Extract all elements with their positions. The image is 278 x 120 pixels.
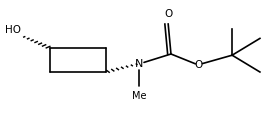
Text: O: O [164, 9, 172, 19]
Text: N: N [135, 59, 143, 69]
Text: Me: Me [132, 91, 146, 101]
Text: O: O [195, 60, 203, 70]
Text: HO: HO [5, 25, 21, 35]
